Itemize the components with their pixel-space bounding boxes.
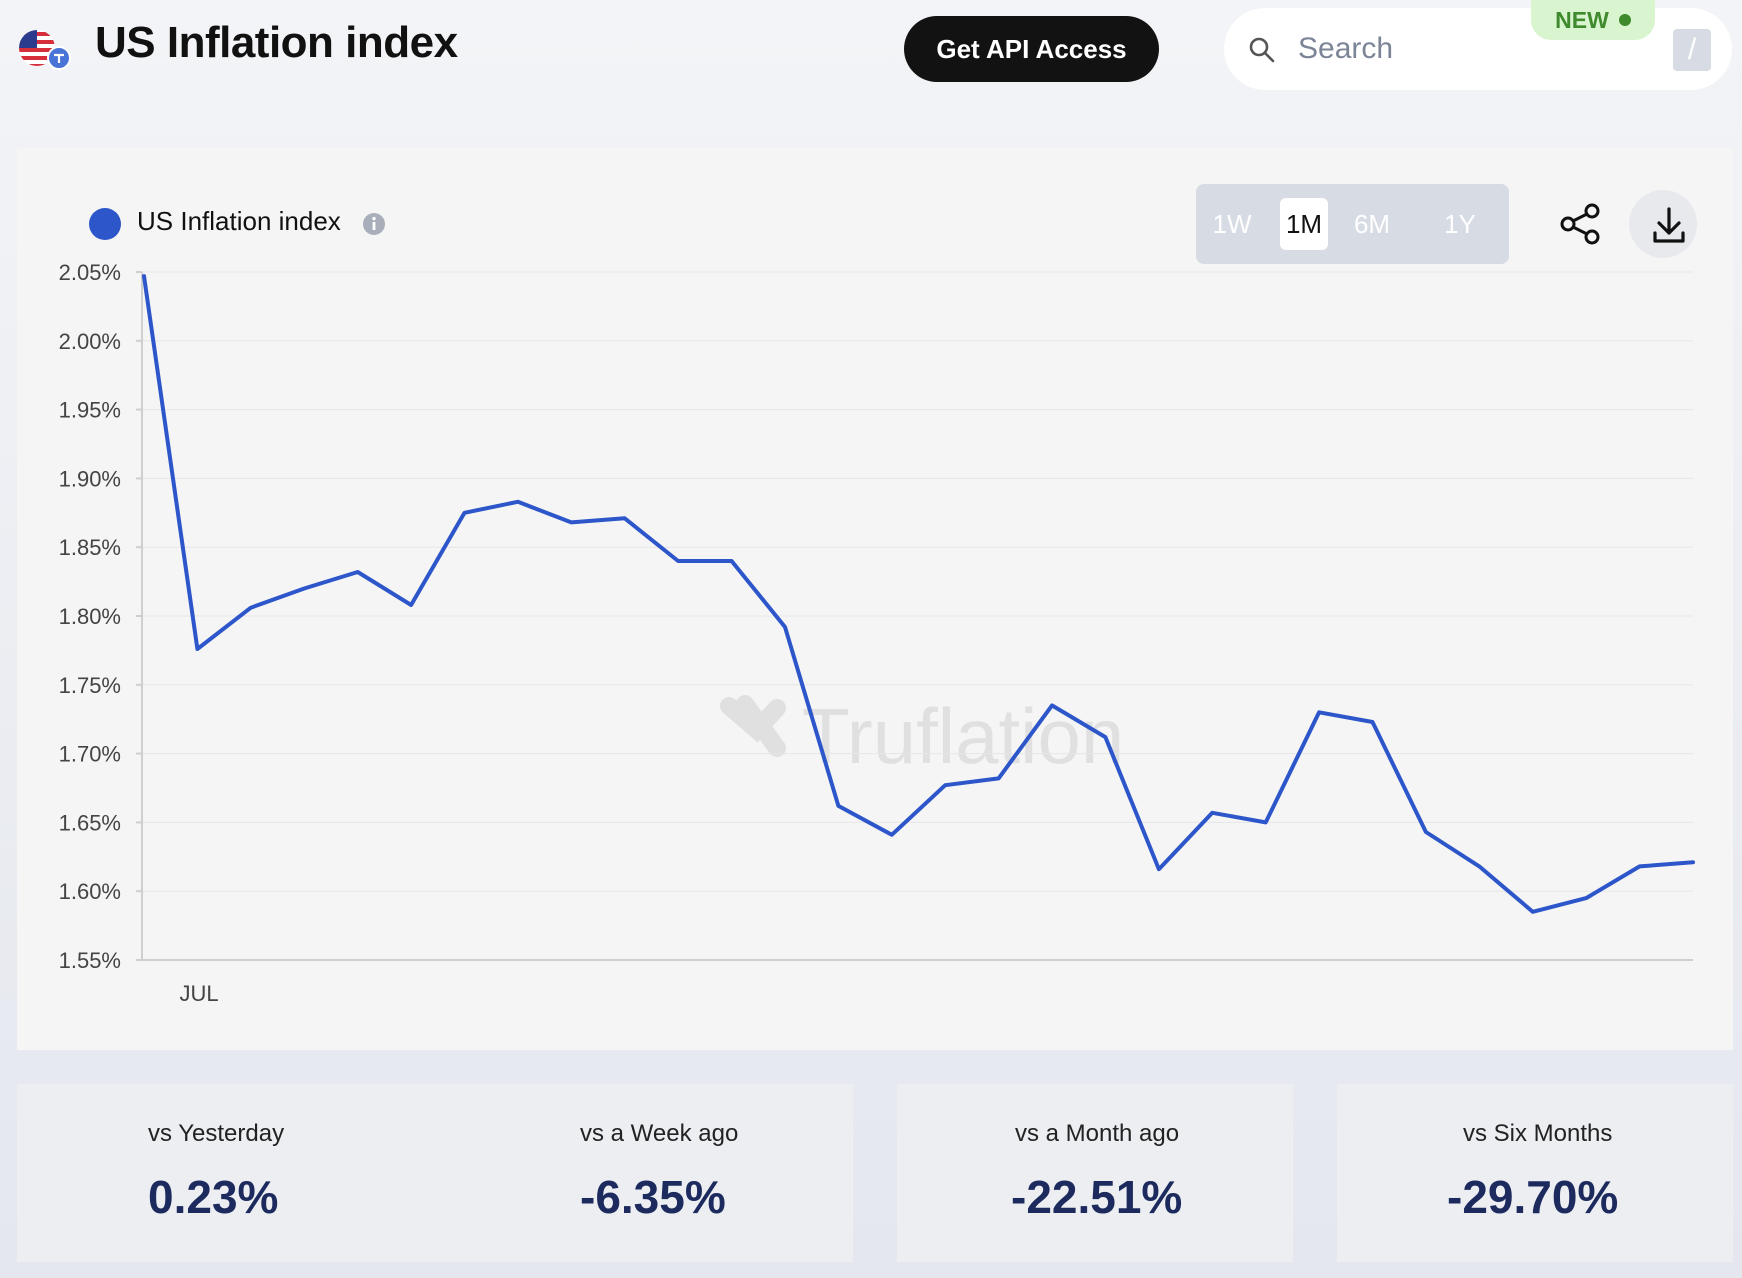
share-icon bbox=[1560, 203, 1600, 245]
y-tick-label: 1.75% bbox=[59, 673, 121, 698]
chart-card: US Inflation index 1W 1M 6M 1Y Truflatio… bbox=[17, 148, 1733, 1050]
stat-value: -29.70% bbox=[1447, 1171, 1619, 1223]
get-api-access-button[interactable]: Get API Access bbox=[904, 16, 1159, 82]
stat-label: vs a Month ago bbox=[1015, 1120, 1180, 1147]
legend-dot-icon bbox=[89, 208, 121, 240]
stat-label: vs Yesterday bbox=[148, 1120, 285, 1147]
legend-label: US Inflation index bbox=[137, 206, 341, 236]
search-shortcut-key: / bbox=[1673, 29, 1711, 71]
watermark-text: Truflation bbox=[802, 692, 1124, 780]
y-tick-label: 1.55% bbox=[59, 948, 121, 973]
download-icon bbox=[1653, 207, 1685, 243]
inflation-line-chart: Truflation 2.05% 2.00% 1.95% 1.90% 1.85% 1.80… bbox=[59, 260, 1695, 1006]
range-button-1w[interactable]: 1W bbox=[1210, 198, 1254, 250]
download-button[interactable] bbox=[1629, 190, 1697, 258]
series-line bbox=[142, 274, 1695, 914]
search-box[interactable] bbox=[1224, 8, 1732, 90]
y-tick-label: 1.60% bbox=[59, 879, 121, 904]
header: US Inflation index Get API Access NEW / bbox=[0, 0, 1742, 140]
share-button[interactable] bbox=[1550, 198, 1600, 248]
stat-value: -6.35% bbox=[580, 1171, 726, 1223]
y-tick-label: 1.90% bbox=[59, 466, 121, 491]
search-icon bbox=[1249, 37, 1275, 63]
y-tick-label: 1.65% bbox=[59, 810, 121, 835]
y-tick-label: 2.00% bbox=[59, 329, 121, 354]
truflation-logo-icon bbox=[720, 695, 786, 757]
y-tick-label: 1.85% bbox=[59, 535, 121, 560]
info-icon[interactable] bbox=[362, 212, 386, 236]
stat-label: vs Six Months bbox=[1463, 1120, 1613, 1147]
new-badge-label: NEW bbox=[1555, 6, 1609, 33]
stat-card-six-months: vs Six Months -29.70% bbox=[1337, 1084, 1733, 1262]
range-button-1m[interactable]: 1M bbox=[1280, 198, 1328, 250]
x-tick-label: JUL bbox=[179, 981, 218, 1006]
y-tick-label: 1.95% bbox=[59, 398, 121, 423]
stat-card-yesterday: vs Yesterday 0.23% vs a Week ago -6.35% bbox=[17, 1084, 853, 1262]
time-range-selector: 1W 1M 6M 1Y bbox=[1196, 184, 1509, 264]
new-badge: NEW bbox=[1531, 0, 1655, 40]
range-button-1y[interactable]: 1Y bbox=[1440, 198, 1480, 250]
y-tick-label: 2.05% bbox=[59, 260, 121, 285]
stat-value: 0.23% bbox=[148, 1171, 279, 1223]
page-title: US Inflation index bbox=[95, 18, 458, 67]
range-button-6m[interactable]: 6M bbox=[1348, 198, 1396, 250]
y-tick-label: 1.70% bbox=[59, 742, 121, 767]
stat-value: -22.51% bbox=[1011, 1171, 1183, 1223]
new-dot-icon bbox=[1618, 14, 1631, 26]
watermark: Truflation bbox=[720, 692, 1124, 780]
stat-label: vs a Week ago bbox=[580, 1120, 739, 1147]
stat-card-month: vs a Month ago -22.51% bbox=[897, 1084, 1293, 1262]
us-flag-icon bbox=[19, 30, 71, 70]
y-tick-label: 1.80% bbox=[59, 604, 121, 629]
